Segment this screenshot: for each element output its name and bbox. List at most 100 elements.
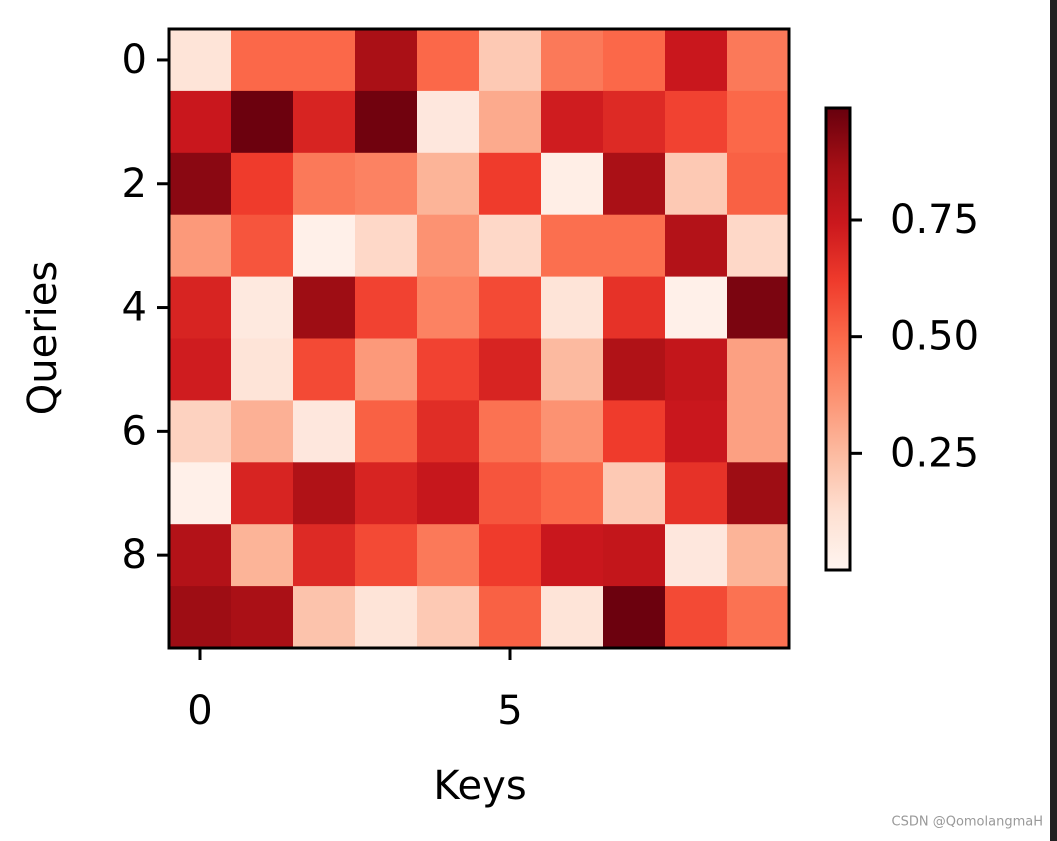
colorbar-tick-label: 0.50 xyxy=(890,314,979,360)
heatmap-cell xyxy=(479,276,542,339)
heatmap-cell xyxy=(169,462,232,525)
heatmap-cell xyxy=(727,29,790,92)
heatmap-cell xyxy=(665,400,728,463)
x-tick-label: 5 xyxy=(497,688,522,734)
heatmap-cell xyxy=(479,338,542,401)
heatmap-cell xyxy=(231,152,294,216)
heatmap-cell xyxy=(417,29,480,92)
heatmap-cell xyxy=(541,276,604,339)
heatmap-cell xyxy=(479,586,542,649)
heatmap-cell xyxy=(231,29,294,92)
heatmap-cell xyxy=(479,152,542,216)
heatmap-cell xyxy=(417,214,480,278)
plot-frame xyxy=(167,27,791,650)
heatmap-cell xyxy=(293,524,356,587)
heatmap-cell xyxy=(231,586,294,649)
heatmap-cell xyxy=(355,214,418,278)
heatmap-cell xyxy=(665,462,728,525)
heatmap-cell xyxy=(417,276,480,339)
heatmap-cell xyxy=(355,586,418,649)
heatmap-cell xyxy=(479,462,542,525)
heatmap-cell xyxy=(603,524,666,587)
heatmap-cell xyxy=(417,152,480,216)
heatmap-cell xyxy=(727,90,790,154)
heatmap-cell xyxy=(169,338,232,401)
heatmap-cell xyxy=(603,338,666,401)
heatmap-cell xyxy=(665,338,728,401)
colorbar xyxy=(824,106,852,572)
heatmap-cell xyxy=(665,524,728,587)
heatmap-cell xyxy=(231,338,294,401)
heatmap-cell xyxy=(665,276,728,339)
heatmap-cell xyxy=(727,462,790,525)
heatmap-cell xyxy=(541,214,604,278)
heatmap-cell xyxy=(541,90,604,154)
heatmap-cell xyxy=(603,90,666,154)
heatmap-cell xyxy=(355,90,418,154)
heatmap-cell xyxy=(603,214,666,278)
heatmap-cell xyxy=(355,524,418,587)
heatmap-cell xyxy=(293,586,356,649)
y-tick-label: 8 xyxy=(122,532,147,578)
colorbar-tick-label: 0.75 xyxy=(890,197,979,243)
heatmap-cell xyxy=(603,400,666,463)
heatmap-cell xyxy=(665,214,728,278)
watermark: CSDN @QomolangmaH xyxy=(892,815,1043,830)
heatmap-cell xyxy=(665,586,728,649)
heatmap-cell xyxy=(727,276,790,339)
heatmap-cell xyxy=(727,214,790,278)
heatmap-cell xyxy=(355,338,418,401)
heatmap-cell xyxy=(541,400,604,463)
heatmap-cell xyxy=(169,400,232,463)
heatmap-cell xyxy=(479,214,542,278)
heatmap-cell xyxy=(293,214,356,278)
heatmap-cell xyxy=(727,400,790,463)
x-axis-label: Keys xyxy=(433,763,526,809)
heatmap-cell xyxy=(169,29,232,92)
heatmap-cell xyxy=(169,586,232,649)
heatmap-cell xyxy=(727,586,790,649)
heatmap-cell xyxy=(417,400,480,463)
heatmap-cell xyxy=(665,152,728,216)
heatmap-cell xyxy=(355,400,418,463)
heatmap-cell xyxy=(293,462,356,525)
heatmap-cell xyxy=(231,214,294,278)
colorbar-tick-label: 0.25 xyxy=(890,430,979,476)
heatmap-cell xyxy=(665,29,728,92)
heatmap-cell xyxy=(169,276,232,339)
y-axis-label: Queries xyxy=(20,261,66,415)
y-tick-label: 4 xyxy=(122,285,147,331)
heatmap-cell xyxy=(417,524,480,587)
heatmap-cell xyxy=(603,29,666,92)
heatmap-cell xyxy=(293,276,356,339)
heatmap-cell xyxy=(603,276,666,339)
heatmap-cell xyxy=(293,400,356,463)
heatmap-cell xyxy=(293,338,356,401)
heatmap-cell xyxy=(603,586,666,649)
heatmap-cell xyxy=(541,338,604,401)
heatmap-cell xyxy=(231,462,294,525)
heatmap-cell xyxy=(231,276,294,339)
heatmap-cell xyxy=(479,524,542,587)
heatmap-cell xyxy=(541,586,604,649)
heatmap-cell xyxy=(169,214,232,278)
heatmap-cell xyxy=(541,152,604,216)
heatmap-cell xyxy=(665,90,728,154)
heatmap-cell xyxy=(355,29,418,92)
heatmap-cell xyxy=(293,152,356,216)
heatmap-cell xyxy=(231,524,294,587)
heatmap-cell xyxy=(169,524,232,587)
y-tick-label: 6 xyxy=(122,408,147,454)
y-tick-label: 0 xyxy=(122,37,147,83)
heatmap-cell xyxy=(355,462,418,525)
heatmap-cell xyxy=(479,90,542,154)
heatmap-cell xyxy=(293,90,356,154)
heatmap-cell xyxy=(603,462,666,525)
heatmap-cell xyxy=(479,29,542,92)
heatmap-cell xyxy=(727,524,790,587)
x-tick-label: 0 xyxy=(187,688,212,734)
heatmap-cell xyxy=(417,462,480,525)
heatmap-cell xyxy=(293,29,356,92)
heatmap-cell xyxy=(355,276,418,339)
